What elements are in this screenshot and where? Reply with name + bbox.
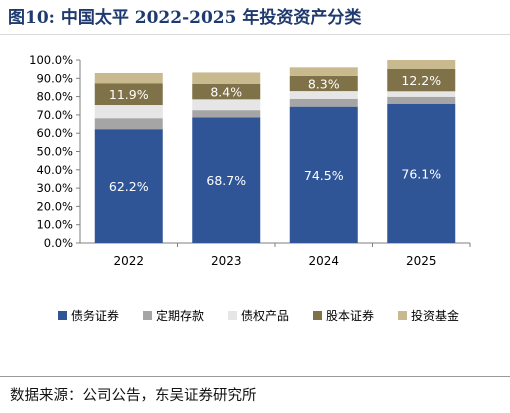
- y-tick-label: 70.0%: [36, 108, 73, 122]
- y-tick-label: 0.0%: [44, 236, 73, 250]
- data-label: 62.2%: [109, 179, 149, 194]
- data-label: 11.9%: [109, 87, 149, 102]
- y-tick-label: 50.0%: [36, 145, 73, 159]
- bar-segment: [192, 117, 261, 243]
- y-tick-label: 40.0%: [36, 163, 73, 177]
- legend-swatch: [143, 311, 152, 320]
- bar-segment: [192, 72, 261, 84]
- legend-label: 股本证券: [326, 308, 374, 323]
- bar-segment: [289, 67, 358, 76]
- data-label: 76.1%: [401, 166, 441, 181]
- data-label: 68.7%: [206, 173, 246, 188]
- y-tick-label: 30.0%: [36, 181, 73, 195]
- x-tick-label: 2024: [308, 254, 339, 268]
- y-tick-label: 90.0%: [36, 71, 73, 85]
- bar-segment: [192, 83, 261, 100]
- bar-segment: [94, 72, 163, 84]
- label-layer: 62.2% 11.9% 68.7% 8.4% 74.5% 8.3% 76.1% 12.2%: [109, 73, 441, 194]
- bar-segment: [289, 98, 358, 107]
- x-tick-label: 2022: [113, 254, 144, 268]
- y-tick-label: 60.0%: [36, 126, 73, 140]
- data-label: 74.5%: [304, 168, 344, 183]
- axis-layer: 0.0% 10.0% 20.0% 30.0% 40.0% 50.0% 60.0% 70.0% 8…: [29, 53, 471, 268]
- bar-segment: [289, 91, 358, 99]
- data-label: 8.3%: [308, 77, 340, 92]
- y-tick-label: 10.0%: [36, 218, 73, 232]
- legend-swatch: [398, 311, 407, 320]
- bar-segment: [387, 60, 456, 69]
- y-tick-label: 20.0%: [36, 199, 73, 213]
- legend: 债务证券 定期存款 债权产品 股本证券 投资基金: [58, 308, 459, 323]
- data-label: 8.4%: [210, 85, 242, 100]
- source-divider: [0, 376, 510, 377]
- x-tick-label: 2023: [211, 254, 242, 268]
- bar-segment: [94, 118, 163, 130]
- bar-segment: [192, 110, 261, 118]
- chart-title: 图10: 中国太平 2022-2025 年投资资产分类: [8, 8, 362, 28]
- legend-swatch: [313, 311, 322, 320]
- bar-segment: [94, 129, 163, 243]
- bar-segment: [289, 75, 358, 92]
- x-tick-label: 2025: [406, 254, 437, 268]
- legend-swatch: [228, 311, 237, 320]
- y-tick-label: 80.0%: [36, 90, 73, 104]
- bar-segment: [94, 105, 163, 119]
- data-label: 12.2%: [401, 73, 441, 88]
- bar-segment: [387, 103, 456, 243]
- bar-segment: [289, 106, 358, 243]
- source-note: 数据来源：公司公告，东吴证券研究所: [10, 388, 257, 404]
- bar-segment: [192, 99, 261, 111]
- legend-label: 投资基金: [411, 308, 459, 323]
- legend-label: 债权产品: [241, 309, 289, 323]
- bar-segment: [94, 83, 163, 106]
- legend-label: 定期存款: [156, 308, 204, 323]
- bar-segment: [387, 96, 456, 104]
- bar-segment: [387, 91, 456, 97]
- legend-label: 债务证券: [71, 308, 119, 323]
- bar-layer: [94, 60, 456, 243]
- title-divider: [0, 34, 510, 35]
- stacked-bar-chart: 0.0% 10.0% 20.0% 30.0% 40.0% 50.0% 60.0% 70.0% 8…: [29, 53, 471, 323]
- bar-segment: [387, 68, 456, 92]
- legend-swatch: [58, 311, 67, 320]
- y-tick-label: 100.0%: [29, 53, 73, 67]
